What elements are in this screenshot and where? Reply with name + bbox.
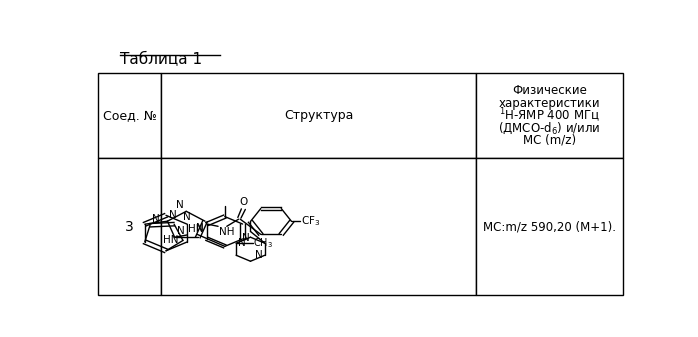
Text: N: N — [177, 226, 185, 236]
Text: N: N — [242, 233, 250, 243]
Text: CH$_3$: CH$_3$ — [253, 236, 274, 250]
Text: HN: HN — [163, 236, 178, 245]
Text: HN: HN — [188, 224, 204, 234]
Text: O: O — [239, 196, 248, 207]
Bar — [476, 73, 623, 158]
Text: N: N — [239, 238, 246, 248]
Text: характеристики: характеристики — [498, 97, 600, 110]
Text: N: N — [169, 210, 177, 220]
Bar — [476, 158, 623, 295]
Text: (ДМСО-d$_6$) и/или: (ДМСО-d$_6$) и/или — [498, 120, 600, 135]
Bar — [161, 73, 476, 158]
Bar — [98, 158, 161, 295]
Text: МС:m/z 590,20 (М+1).: МС:m/z 590,20 (М+1). — [483, 220, 616, 233]
Text: NH: NH — [219, 227, 235, 237]
Text: МС (m/z): МС (m/z) — [523, 134, 576, 147]
Text: N: N — [184, 212, 191, 222]
Text: $^1$H-ЯМР 400 МГц: $^1$H-ЯМР 400 МГц — [499, 106, 600, 125]
Bar — [161, 158, 476, 295]
Text: N: N — [195, 223, 203, 233]
Text: Соед. №: Соед. № — [103, 109, 156, 122]
Text: 3: 3 — [125, 219, 134, 234]
Bar — [98, 73, 161, 158]
Text: Физические: Физические — [512, 84, 587, 97]
Text: CF$_3$: CF$_3$ — [301, 215, 320, 228]
Text: N: N — [255, 250, 262, 260]
Text: Таблица 1: Таблица 1 — [120, 52, 202, 67]
Text: Структура: Структура — [284, 109, 353, 122]
Text: N: N — [152, 214, 160, 224]
Text: N: N — [176, 200, 184, 210]
